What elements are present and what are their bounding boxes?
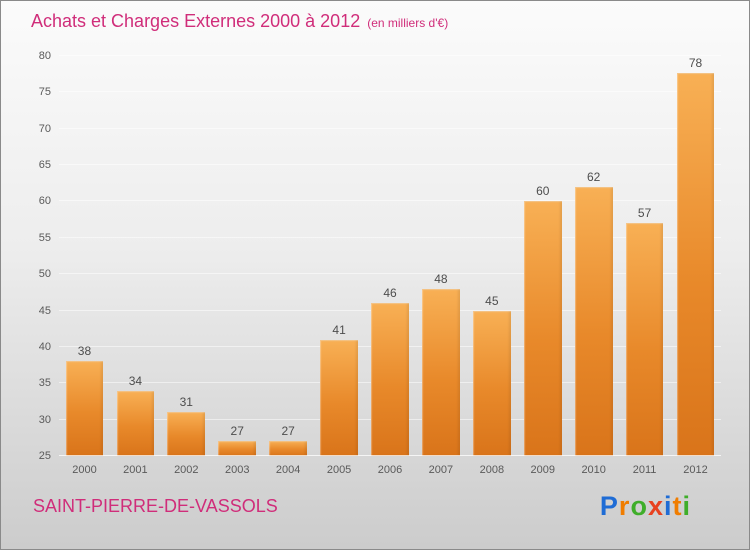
bar — [116, 390, 155, 456]
y-tick-label: 55 — [38, 231, 51, 244]
bar-value-label: 57 — [637, 206, 652, 221]
logo-letter: o — [630, 491, 648, 521]
location-label: SAINT-PIERRE-DE-VASSOLS — [33, 496, 278, 516]
gridline — [59, 236, 721, 238]
x-tick-label: 2011 — [632, 464, 657, 476]
logo-letter: i — [663, 491, 673, 521]
x-tick-label: 2009 — [530, 464, 555, 476]
y-tick-label: 30 — [38, 413, 51, 426]
logo-letter: t — [672, 491, 683, 521]
gridline — [59, 200, 721, 202]
x-tick-label: 2012 — [683, 464, 708, 476]
bar — [320, 339, 358, 456]
y-tick-label: 80 — [38, 50, 51, 62]
x-tick-label: 2000 — [72, 464, 97, 476]
bar-column: 48 2007 — [415, 56, 466, 476]
bar-value-label: 60 — [536, 184, 550, 199]
bar-value-label: 78 — [688, 56, 703, 70]
logo-letter: i — [682, 491, 691, 521]
y-tick-label: 40 — [38, 340, 51, 353]
bar — [269, 441, 307, 456]
x-tick-label: 2007 — [428, 464, 454, 476]
bar-column: 27 2003 — [212, 56, 263, 476]
chart-subtitle: (en milliers d'€) — [367, 16, 449, 30]
logo-letter: r — [618, 491, 631, 521]
gridline — [59, 273, 721, 275]
bar — [625, 223, 664, 456]
bar-value-label: 34 — [128, 373, 143, 388]
x-axis-line — [59, 455, 721, 456]
x-tick-label: 2002 — [174, 464, 199, 476]
bar-column: 60 2009 — [517, 56, 568, 476]
bar-value-label: 31 — [179, 395, 193, 410]
chart-title: Achats et Charges Externes 2000 à 2012 — [31, 11, 361, 31]
bar-column: 62 2010 — [568, 56, 619, 476]
bar-value-label: 46 — [383, 286, 397, 301]
bar — [473, 310, 511, 456]
bar — [676, 73, 715, 456]
x-tick-label: 2004 — [275, 464, 301, 476]
x-tick-label: 2003 — [224, 464, 250, 476]
logo-letter: P — [599, 491, 619, 521]
y-tick-label: 50 — [38, 268, 51, 281]
bar-value-label: 48 — [434, 271, 448, 286]
x-tick-label: 2010 — [581, 464, 606, 476]
bar-column: 31 2002 — [161, 56, 212, 476]
logo-letter: x — [647, 491, 664, 521]
gridline — [59, 164, 721, 166]
bar — [65, 361, 104, 456]
bar-column: 41 2005 — [314, 56, 365, 476]
bar-value-label: 38 — [77, 344, 92, 359]
gridline — [59, 91, 721, 93]
bars: 38 2000 34 2001 31 2002 27 2003 27 2004 41 2005 46 20… — [59, 56, 721, 476]
bar-value-label: 41 — [332, 322, 346, 337]
bar — [523, 201, 562, 456]
bar — [574, 186, 613, 456]
bar — [371, 303, 409, 456]
y-tick-label: 75 — [38, 86, 51, 99]
bar — [422, 288, 460, 456]
bar — [167, 412, 206, 456]
x-tick-label: 2005 — [326, 464, 352, 476]
y-tick-label: 70 — [38, 122, 51, 135]
bar-value-label: 27 — [230, 424, 244, 439]
bar-column: 38 2000 — [59, 56, 110, 476]
bar — [218, 441, 257, 456]
y-tick-label: 65 — [38, 159, 51, 172]
bar-value-label: 27 — [281, 424, 295, 439]
y-tick-label: 35 — [38, 377, 51, 390]
y-tick-label: 25 — [38, 450, 51, 462]
bar-column: 34 2001 — [110, 56, 161, 476]
plot-area: 25 30 35 40 45 50 55 60 65 70 75 80 38 2000 34 2001 31 2… — [39, 50, 721, 476]
bar-column: 78 2012 — [670, 56, 721, 476]
x-tick-label: 2006 — [377, 464, 403, 476]
y-tick-label: 60 — [38, 195, 51, 208]
chart-header: Achats et Charges Externes 2000 à 2012 (e… — [31, 11, 448, 32]
x-tick-label: 2001 — [123, 464, 148, 476]
bar-value-label: 45 — [485, 293, 499, 308]
bar-column: 46 2006 — [365, 56, 416, 476]
bar-column: 45 2008 — [466, 56, 517, 476]
gridline — [59, 55, 721, 56]
bar-column: 27 2004 — [263, 56, 314, 476]
bar-column: 57 2011 — [619, 56, 670, 476]
gridline — [59, 127, 721, 129]
proxiti-logo[interactable]: Proxiti — [600, 491, 691, 522]
y-tick-label: 45 — [38, 304, 51, 317]
bar-value-label: 62 — [587, 169, 601, 184]
x-tick-label: 2008 — [479, 464, 505, 476]
